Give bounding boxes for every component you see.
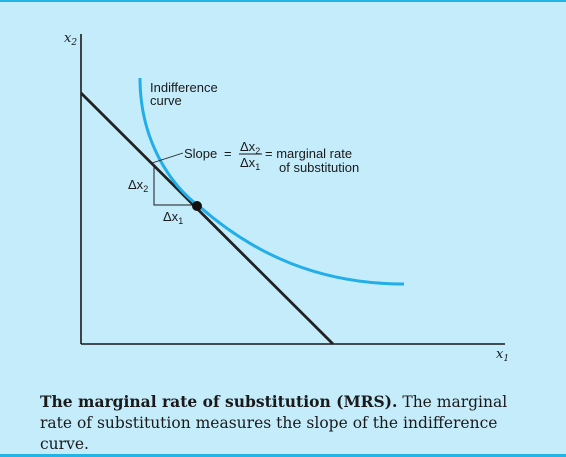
fraction-numerator: Δx2 xyxy=(240,139,260,156)
mrs-text-line2: of substitution xyxy=(279,160,359,175)
curve-label-line1: Indifference xyxy=(150,80,218,95)
figure-caption: The marginal rate of substitution (MRS).… xyxy=(40,391,540,455)
fraction-denominator: Δx1 xyxy=(240,155,260,172)
delta-x1-label: Δx1 xyxy=(163,209,183,226)
mrs-diagram: x2 x1 Indifference curve Slope = Δx2 Δx1… xyxy=(64,31,509,364)
slope-leader xyxy=(151,152,184,164)
slope-triangle xyxy=(153,166,197,206)
caption-body: The marginal rate of substitution measur… xyxy=(40,393,508,453)
tangent-line xyxy=(80,92,334,345)
delta-x2-label: Δx2 xyxy=(128,177,148,194)
indifference-curve xyxy=(138,77,405,286)
caption-title: The marginal rate of substitution (MRS). xyxy=(40,392,398,411)
x-axis-label: x1 xyxy=(496,347,509,364)
curve-label-line2: curve xyxy=(150,93,182,108)
slope-label: Slope xyxy=(184,146,217,161)
y-axis-label: x2 xyxy=(64,31,77,48)
slope-equals: = xyxy=(224,146,232,161)
mrs-text-line1: = marginal rate xyxy=(265,146,352,161)
tangency-point xyxy=(192,201,202,211)
